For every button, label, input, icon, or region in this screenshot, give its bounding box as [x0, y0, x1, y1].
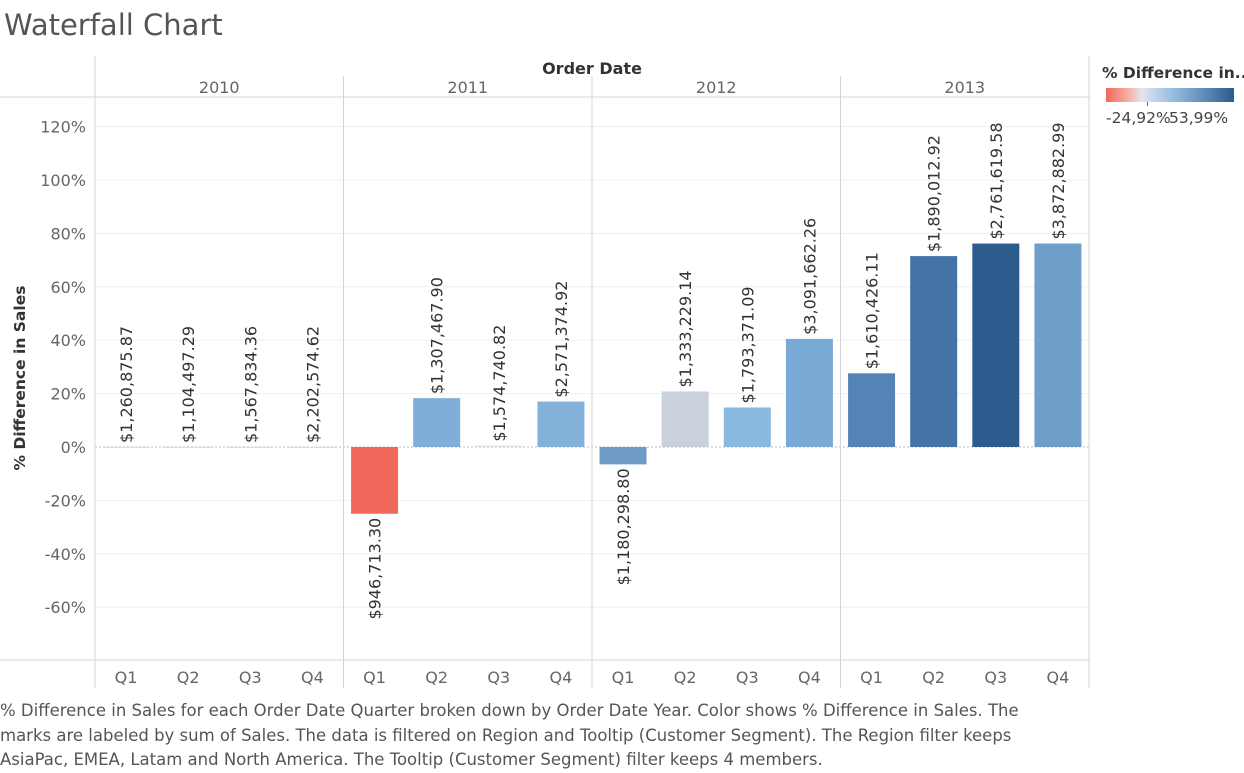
- year-header: 2013: [944, 78, 985, 97]
- bar[interactable]: [661, 391, 709, 447]
- year-header: 2011: [447, 78, 488, 97]
- chart-caption: % Difference in Sales for each Order Dat…: [0, 701, 1019, 769]
- bar-label: $1,890,012.92: [925, 135, 944, 252]
- quarter-label: Q1: [860, 668, 883, 687]
- y-tick-label: 0%: [61, 438, 86, 457]
- bar-label: $3,091,662.26: [800, 218, 819, 335]
- quarter-label: Q1: [363, 668, 386, 687]
- quarter-label: Q1: [115, 668, 138, 687]
- bar[interactable]: [537, 401, 585, 447]
- quarter-label: Q4: [550, 668, 573, 687]
- quarter-labels: Q1 Q2 Q3 Q4 Q1 Q2 Q3 Q4 Q1 Q2 Q3 Q4 Q1 Q2 Q3 Q4: [115, 668, 1070, 687]
- y-tick-label: 80%: [50, 224, 86, 243]
- y-tick-label: 120%: [40, 118, 86, 137]
- bar-label: $1,333,229.14: [676, 270, 695, 387]
- quarter-label: Q4: [1047, 668, 1070, 687]
- y-tick-label: -60%: [45, 598, 86, 617]
- year-headers: 2010 2011 2012 2013: [199, 78, 985, 97]
- quarter-label: Q3: [736, 668, 759, 687]
- bar[interactable]: [972, 243, 1020, 447]
- bar[interactable]: [910, 256, 958, 447]
- legend-max-label: 53,99%: [1169, 109, 1229, 127]
- bar-label: $1,307,467.90: [428, 277, 447, 394]
- bar-label: $1,793,371.09: [738, 286, 757, 403]
- bar-label: $2,761,619.58: [987, 122, 1006, 239]
- bar[interactable]: [599, 447, 647, 465]
- bar-label: $1,104,497.29: [179, 326, 198, 443]
- quarter-label: Q1: [612, 668, 635, 687]
- y-tick-label: -40%: [45, 545, 86, 564]
- y-tick-label: 40%: [50, 331, 86, 350]
- frame-layer: [0, 56, 1090, 688]
- y-tick-label: 60%: [50, 278, 86, 297]
- bar-label: $1,260,875.87: [117, 326, 136, 443]
- bar-label: $2,202,574.62: [303, 326, 322, 443]
- bar-label: $2,571,374.92: [552, 281, 571, 398]
- bar[interactable]: [351, 447, 399, 514]
- y-axis-ticks: 120% 100% 80% 60% 40% 20% 0% -20% -40% -60%: [40, 118, 86, 618]
- bar[interactable]: [413, 398, 461, 447]
- legend-min-label: -24,92%: [1106, 109, 1171, 127]
- quarter-label: Q2: [922, 668, 945, 687]
- bar[interactable]: [848, 373, 896, 447]
- quarter-label: Q3: [239, 668, 262, 687]
- y-axis-label: % Difference in Sales: [11, 286, 29, 471]
- bar-label: $946,713.30: [366, 518, 385, 620]
- bar[interactable]: [164, 447, 212, 448]
- y-tick-label: 100%: [40, 171, 86, 190]
- bar[interactable]: [288, 447, 336, 448]
- quarter-label: Q3: [487, 668, 510, 687]
- quarter-label: Q4: [301, 668, 324, 687]
- quarter-label: Q3: [984, 668, 1007, 687]
- bar-label: $1,567,834.36: [241, 326, 260, 443]
- quarter-label: Q2: [177, 668, 200, 687]
- bar-labels: $1,260,875.87 $1,104,497.29 $1,567,834.36 $…: [117, 122, 1068, 619]
- legend-zero-tick: [1147, 102, 1148, 106]
- quarter-label: Q2: [425, 668, 448, 687]
- bar[interactable]: [475, 445, 523, 447]
- bar-label: $1,574,740.82: [490, 325, 509, 442]
- y-tick-label: -20%: [45, 491, 86, 510]
- bars: [102, 243, 1082, 514]
- bar-label: $1,180,298.80: [614, 468, 633, 585]
- chart-title: Waterfall Chart: [4, 8, 223, 42]
- bar[interactable]: [785, 338, 833, 447]
- quarter-label: Q4: [798, 668, 821, 687]
- legend-title: % Difference in..: [1102, 64, 1244, 82]
- bar[interactable]: [1034, 243, 1082, 447]
- bar-label: $3,872,882.99: [1049, 122, 1068, 239]
- bar[interactable]: [723, 407, 771, 447]
- y-tick-label: 20%: [50, 385, 86, 404]
- waterfall-chart: Order Date 2010 2011 2012 2013 120% 100% 80% 6…: [0, 56, 1090, 688]
- year-header: 2010: [199, 78, 240, 97]
- bar[interactable]: [226, 447, 274, 448]
- quarter-label: Q2: [674, 668, 697, 687]
- legend-gradient-bar: [1106, 88, 1234, 102]
- year-header: 2012: [696, 78, 737, 97]
- bar-label: $1,610,426.11: [863, 252, 882, 369]
- bar[interactable]: [102, 447, 150, 448]
- column-header-order-date: Order Date: [542, 59, 642, 78]
